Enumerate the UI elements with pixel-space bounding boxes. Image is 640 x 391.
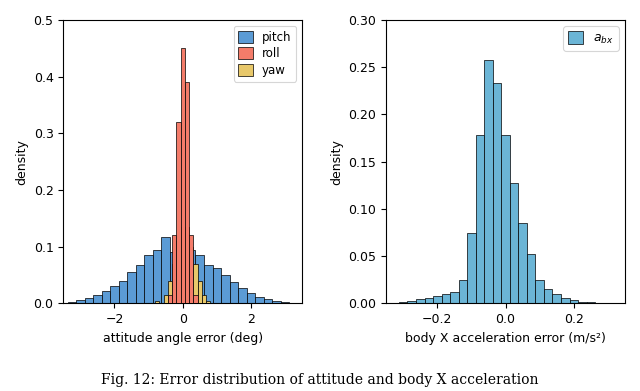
Bar [536,280,544,303]
Bar [102,291,110,303]
Bar [399,301,408,303]
Bar [176,241,180,303]
Bar [424,298,433,303]
Bar [144,255,153,303]
Bar [119,281,127,303]
Bar [238,288,246,303]
Bar [467,233,476,303]
Bar [518,223,527,303]
Bar [180,48,185,303]
Bar [255,297,264,303]
Bar [180,227,185,303]
Bar [408,301,416,303]
Y-axis label: density: density [330,139,343,185]
Bar [110,287,119,303]
Bar [493,83,501,303]
Bar [442,294,450,303]
Bar [189,235,193,303]
Bar [193,264,198,303]
Legend: $a_{bx}$: $a_{bx}$ [563,26,619,51]
Bar [476,135,484,303]
Bar [561,298,570,303]
Bar [189,247,193,303]
Bar [93,295,102,303]
Bar [281,302,289,303]
Bar [450,292,459,303]
Bar [206,301,211,303]
Bar [187,249,195,303]
Bar [544,289,552,303]
Bar [161,237,170,303]
Bar [246,293,255,303]
Bar [527,254,536,303]
Y-axis label: density: density [15,139,28,185]
Bar [578,301,587,303]
Bar [202,295,206,303]
Bar [172,235,176,303]
Bar [153,249,161,303]
Bar [212,268,221,303]
Bar [155,301,159,303]
Bar [510,183,518,303]
Bar [168,295,172,303]
Bar [185,83,189,303]
Bar [193,295,198,303]
X-axis label: attitude angle error (deg): attitude angle error (deg) [102,332,263,345]
Bar [484,60,493,303]
Bar [272,301,281,303]
Bar [501,135,510,303]
Bar [195,255,204,303]
Text: Fig. 12: Error distribution of attitude and body X acceleration: Fig. 12: Error distribution of attitude … [101,373,539,387]
Bar [179,237,187,303]
Legend: pitch, roll, yaw: pitch, roll, yaw [234,26,296,82]
Bar [198,281,202,303]
Bar [459,280,467,303]
Bar [570,300,578,303]
Bar [264,299,272,303]
Bar [168,281,172,303]
Bar [230,282,238,303]
Bar [204,265,212,303]
X-axis label: body X acceleration error (m/s²): body X acceleration error (m/s²) [405,332,606,345]
Bar [433,296,442,303]
Bar [136,265,144,303]
Bar [552,294,561,303]
Bar [172,264,176,303]
Bar [84,298,93,303]
Bar [76,300,84,303]
Bar [185,227,189,303]
Bar [176,122,180,303]
Bar [170,253,179,303]
Bar [68,302,76,303]
Bar [416,299,424,303]
Bar [127,272,136,303]
Bar [221,275,230,303]
Bar [163,295,168,303]
